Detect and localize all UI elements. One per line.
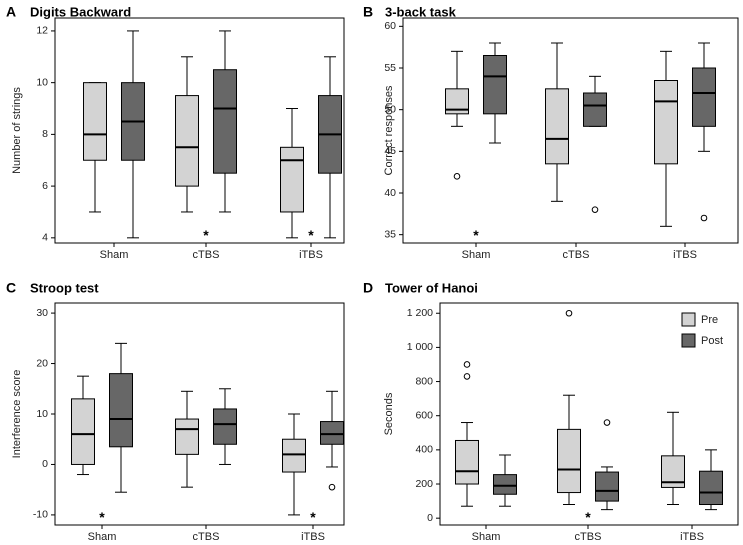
x-tick-label: iTBS — [301, 531, 325, 543]
significance-marker: * — [310, 509, 316, 525]
box-pre-sham — [71, 398, 95, 465]
box-post-ctbs — [213, 408, 237, 445]
outlier-post-itbs — [700, 214, 708, 222]
y-tick-label: 10 — [36, 76, 48, 88]
box-pre-itbs — [654, 80, 678, 165]
y-axis-label: Interference score — [11, 370, 23, 459]
box-pre-sham — [83, 82, 107, 161]
significance-marker: * — [585, 509, 591, 525]
x-tick-label: iTBS — [299, 249, 323, 261]
x-tick-label: Sham — [462, 249, 491, 261]
legend-label-post: Post — [701, 335, 723, 347]
y-tick-label: 30 — [36, 307, 48, 319]
y-tick-label: 0 — [427, 512, 433, 524]
x-tick-label: Sham — [472, 531, 501, 543]
legend-label-pre: Pre — [701, 314, 718, 326]
outlier-pre-sham — [453, 173, 461, 180]
outlier-post-ctbs — [603, 419, 611, 426]
significance-marker: * — [203, 227, 209, 243]
y-tick-label: 1 200 — [407, 307, 433, 319]
panel-letter: A — [6, 4, 16, 20]
panel-d: D Tower of Hanoi 0 200 400 600 800 1 000 1 200 Se… — [363, 280, 739, 543]
y-tick-label: 45 — [384, 145, 396, 157]
box-post-ctbs — [213, 69, 237, 174]
box-pre-ctbs — [175, 95, 199, 187]
outlier-pre-sham — [463, 373, 471, 380]
outlier-pre-sham — [463, 361, 471, 368]
y-tick-label: 1 000 — [407, 341, 433, 353]
outlier-post-itbs — [328, 483, 336, 491]
box-post-itbs — [692, 67, 716, 127]
x-tick-label: cTBS — [193, 531, 220, 543]
y-tick-label: 60 — [384, 20, 396, 32]
box-pre-sham — [445, 88, 469, 115]
plot-area — [54, 302, 345, 526]
y-axis-label: Seconds — [383, 392, 395, 435]
panel-title: Stroop test — [30, 280, 99, 295]
box-post-itbs — [320, 421, 344, 445]
x-tick-label: iTBS — [673, 249, 697, 261]
legend-swatch-pre — [681, 312, 696, 327]
box-pre-ctbs — [557, 428, 581, 494]
y-tick-label: 200 — [415, 478, 433, 490]
x-tick-label: cTBS — [193, 249, 220, 261]
box-pre-sham — [455, 439, 479, 485]
box-pre-ctbs — [175, 418, 199, 455]
y-tick-label: 400 — [415, 444, 433, 456]
box-post-sham — [483, 55, 507, 115]
significance-marker: * — [473, 227, 479, 243]
panel-letter: D — [363, 280, 373, 296]
y-tick-label: 8 — [42, 128, 48, 140]
panel-letter: B — [363, 4, 373, 20]
box-post-sham — [493, 474, 517, 495]
box-pre-ctbs — [545, 88, 569, 165]
y-tick-label: 50 — [384, 103, 396, 115]
box-pre-itbs — [661, 455, 685, 488]
y-tick-label: 55 — [384, 62, 396, 74]
x-tick-label: Sham — [88, 531, 117, 543]
panel-c: C Stroop test -10 0 10 20 30 Interference score… — [6, 280, 345, 543]
legend-swatch-post — [681, 333, 696, 348]
x-tick-label: iTBS — [680, 531, 704, 543]
y-axis-label: Correct responses — [383, 85, 395, 175]
plot-area — [402, 17, 739, 244]
y-tick-label: 6 — [42, 180, 48, 192]
panel-b: B 3-back task 35 40 45 50 55 60 Correct response… — [363, 4, 739, 261]
x-tick-label: Sham — [100, 249, 129, 261]
box-pre-itbs — [280, 146, 304, 213]
outlier-pre-ctbs — [565, 309, 573, 317]
panel-letter: C — [6, 280, 16, 296]
y-tick-label: 800 — [415, 375, 433, 387]
y-tick-label: 4 — [42, 232, 48, 244]
y-tick-label: 600 — [415, 409, 433, 421]
legend: Pre Post — [681, 312, 723, 348]
y-axis-label: Number of strings — [11, 87, 23, 174]
x-tick-label: cTBS — [563, 249, 590, 261]
panel-title: Digits Backward — [30, 4, 131, 19]
box-post-ctbs — [595, 471, 619, 502]
box-post-ctbs — [583, 92, 607, 127]
y-tick-label: 40 — [384, 187, 396, 199]
y-tick-label: 0 — [42, 458, 48, 470]
panel-title: Tower of Hanoi — [385, 280, 478, 295]
y-tick-label: 12 — [36, 25, 48, 37]
y-tick-label: 20 — [36, 357, 48, 369]
outlier-post-ctbs — [591, 206, 599, 213]
y-tick-label: 35 — [384, 228, 396, 240]
y-tick-label: 10 — [36, 408, 48, 420]
y-tick-label: -10 — [33, 509, 48, 521]
box-pre-itbs — [282, 438, 306, 473]
panel-title: 3-back task — [385, 4, 457, 19]
box-post-itbs — [699, 470, 723, 506]
panel-a: A Digits Backward 4 6 8 10 12 Number of strings… — [6, 4, 345, 261]
box-post-sham — [109, 373, 133, 448]
x-tick-label: cTBS — [575, 531, 602, 543]
significance-marker: * — [99, 509, 105, 525]
significance-marker: * — [308, 227, 314, 243]
